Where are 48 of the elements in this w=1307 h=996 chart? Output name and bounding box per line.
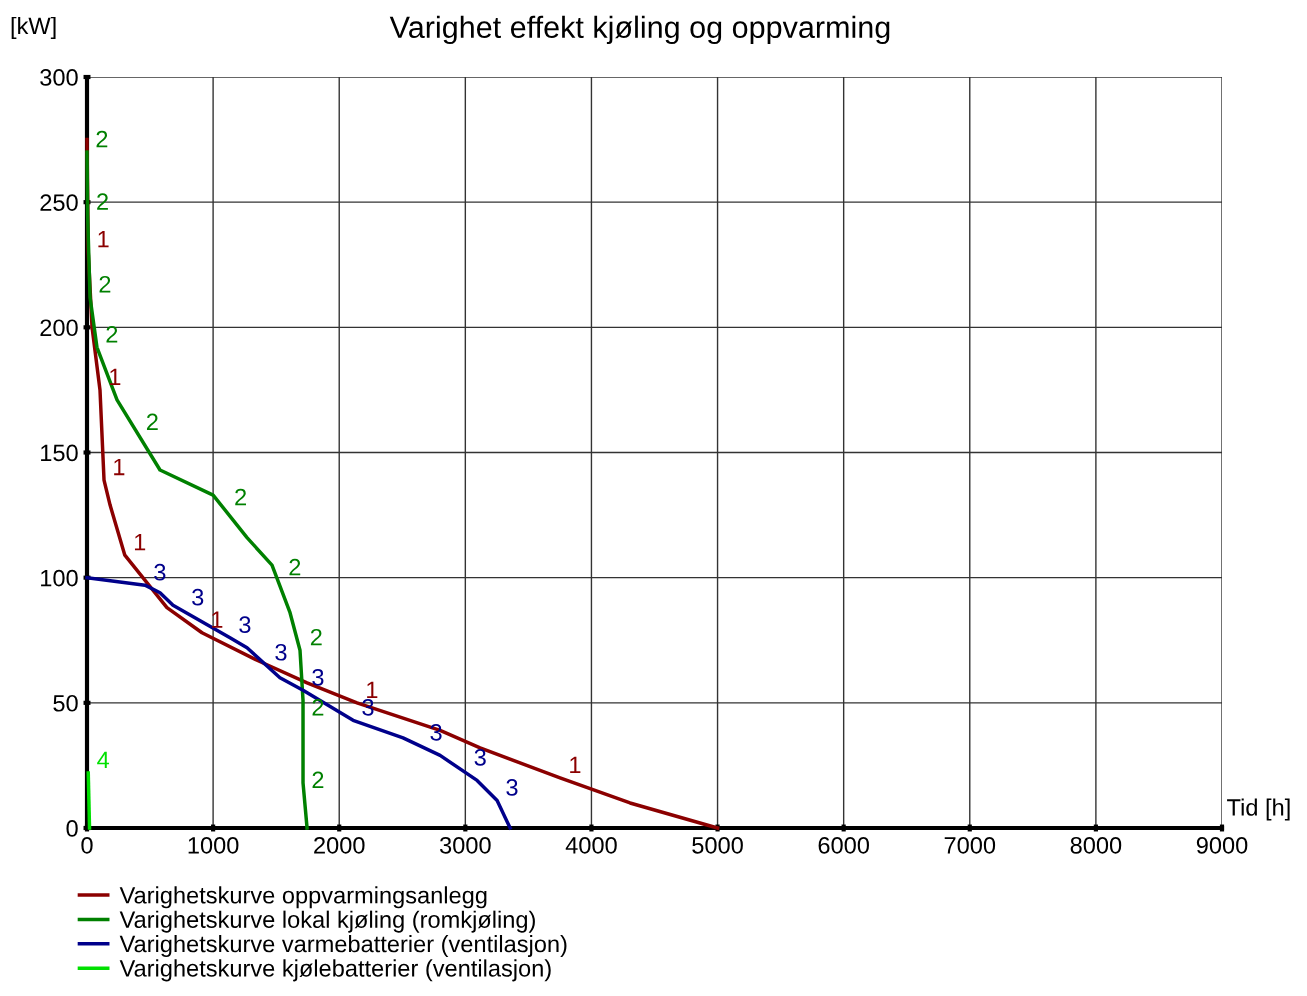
chart-title: Varighet effekt kjøling og oppvarming xyxy=(389,15,890,45)
annotation: 1 xyxy=(98,231,109,248)
annotation: 1 xyxy=(114,458,125,476)
y-tick-label: 150 xyxy=(41,444,78,462)
annotation: 2 xyxy=(235,488,246,506)
x-tick-label: 0 xyxy=(81,836,93,854)
x-tick-label: 8000 xyxy=(1070,836,1122,854)
annotation: 2 xyxy=(289,558,301,576)
annotation: 2 xyxy=(312,771,324,789)
x-tick-label: 6000 xyxy=(818,836,870,854)
x-tick-label: 1000 xyxy=(188,836,239,854)
line-series xyxy=(85,150,309,830)
x-tick-label: 2000 xyxy=(314,836,365,854)
y-tick-label: 300 xyxy=(40,69,78,86)
y-tick-label: 250 xyxy=(40,194,78,211)
annotation: 3 xyxy=(239,616,251,634)
annotation: 3 xyxy=(275,643,287,661)
legend-label: Varighetskurve kjølebatterier (ventilasjon) xyxy=(119,959,551,982)
annotation: 2 xyxy=(106,325,118,343)
annotation: 4 xyxy=(97,751,110,769)
legend-label: Varighetskurve varmebatterier (ventilasjon) xyxy=(119,935,567,958)
annotation: 1 xyxy=(367,681,378,698)
y-tick-label: 100 xyxy=(41,569,78,587)
annotation: 1 xyxy=(110,368,121,386)
legend-label: Varighetskurve lokal kjøling (romkjøling) xyxy=(119,910,535,933)
y-tick-label: 0 xyxy=(66,820,78,837)
legend-label: Varighetskurve oppvarmingsanlegg xyxy=(119,886,487,909)
x-axis-title: Tid [h] xyxy=(1227,798,1290,821)
annotation: 2 xyxy=(146,413,158,431)
annotation: 3 xyxy=(506,779,518,796)
annotation: 1 xyxy=(570,756,581,774)
x-tick-label: 9000 xyxy=(1196,836,1248,854)
annotation: 2 xyxy=(310,628,322,646)
x-tick-label: 4000 xyxy=(565,836,617,854)
x-tick-label: 7000 xyxy=(944,836,996,854)
annotation: 1 xyxy=(134,533,146,551)
x-tick-label: 5000 xyxy=(692,836,743,854)
annotation: 3 xyxy=(474,749,486,766)
y-axis-title: [kW] xyxy=(11,16,56,39)
annotation: 2 xyxy=(99,275,111,293)
annotation: 2 xyxy=(96,130,108,148)
y-tick-label: 200 xyxy=(40,319,78,337)
annotation: 2 xyxy=(312,698,324,716)
annotation: 3 xyxy=(192,588,204,606)
y-tick-label: 50 xyxy=(53,694,78,712)
x-tick-label: 3000 xyxy=(439,836,491,854)
annotation: 3 xyxy=(154,563,166,581)
annotation: 3 xyxy=(312,668,324,686)
